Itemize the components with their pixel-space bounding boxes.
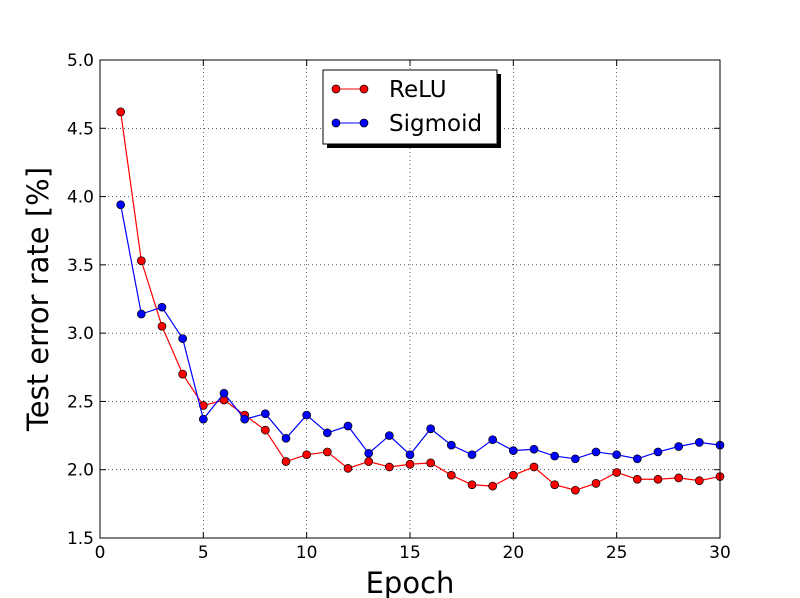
x-tick-label: 5	[198, 543, 209, 563]
y-tick-labels: 1.5 2.0 2.5 3.0 3.5 4.0 4.5 5.0	[67, 51, 94, 549]
x-tick-labels: 0 5 10 15 20 25 30	[95, 543, 731, 563]
y-tick-label: 4.0	[67, 188, 94, 208]
data-point-sigmoid	[198, 414, 208, 424]
data-point-sigmoid	[157, 302, 167, 312]
data-point-relu	[364, 457, 374, 466]
data-point-sigmoid	[612, 450, 622, 460]
data-point-relu	[694, 476, 704, 485]
data-point-sigmoid	[674, 442, 684, 451]
x-tick-label: 30	[709, 543, 731, 563]
x-tick-label: 10	[296, 543, 318, 563]
series-sigmoid	[116, 200, 725, 464]
x-tick-label: 15	[399, 543, 421, 563]
x-tick-label: 20	[503, 543, 525, 563]
data-point-relu	[591, 479, 601, 488]
data-point-relu	[384, 462, 394, 472]
data-point-sigmoid	[178, 334, 188, 343]
data-point-sigmoid	[136, 309, 146, 319]
data-point-relu	[570, 485, 580, 495]
data-point-relu	[343, 463, 353, 473]
data-point-relu	[653, 474, 663, 484]
series-line-relu	[120, 111, 721, 491]
data-point-sigmoid	[508, 446, 518, 455]
data-point-sigmoid	[322, 428, 332, 438]
data-point-relu	[612, 468, 622, 477]
data-point-sigmoid	[343, 421, 353, 431]
legend-marker-sigmoid	[359, 118, 369, 128]
data-point-relu	[488, 481, 498, 491]
legend-entry-sigmoid: Sigmoid	[331, 111, 482, 137]
y-tick-label: 2.5	[67, 392, 94, 412]
legend: ReLU Sigmoid	[322, 69, 501, 148]
data-point-relu	[136, 256, 146, 266]
legend-box	[322, 69, 498, 145]
legend-entry-relu: ReLU	[331, 77, 447, 103]
data-point-sigmoid	[302, 410, 312, 420]
data-point-sigmoid	[653, 447, 663, 457]
legend-marker-relu	[359, 84, 369, 94]
series-relu	[116, 107, 725, 495]
data-point-relu	[157, 321, 167, 331]
legend-label-sigmoid: Sigmoid	[389, 111, 482, 137]
data-point-relu	[322, 447, 332, 457]
data-point-sigmoid	[260, 409, 270, 419]
data-point-sigmoid	[591, 447, 601, 457]
x-tick-label: 25	[606, 543, 628, 563]
legend-marker-sigmoid	[331, 118, 341, 128]
data-point-sigmoid	[405, 450, 415, 460]
data-point-relu	[260, 425, 270, 435]
y-tick-label: 5.0	[67, 51, 94, 71]
y-axis-title: Test error rate [%]	[21, 167, 55, 432]
data-point-sigmoid	[550, 451, 560, 461]
legend-marker-relu	[331, 84, 341, 94]
data-point-relu	[550, 480, 560, 490]
data-point-relu	[281, 457, 291, 466]
data-point-sigmoid	[240, 414, 250, 424]
data-point-sigmoid	[694, 438, 704, 447]
data-point-relu	[467, 480, 477, 490]
data-point-sigmoid	[570, 454, 580, 464]
data-point-relu	[632, 474, 642, 484]
data-point-relu	[426, 458, 436, 468]
data-point-sigmoid	[446, 440, 456, 450]
data-point-sigmoid	[219, 388, 229, 398]
data-point-relu	[674, 473, 684, 483]
legend-label-relu: ReLU	[389, 77, 447, 103]
data-point-sigmoid	[529, 444, 539, 454]
y-tick-label: 2.0	[67, 461, 94, 481]
y-tick-label: 3.5	[67, 256, 94, 276]
data-point-relu	[508, 470, 518, 480]
data-point-relu	[178, 369, 188, 379]
data-point-sigmoid	[426, 424, 436, 434]
data-point-relu	[529, 462, 539, 472]
data-point-sigmoid	[116, 200, 126, 210]
data-point-sigmoid	[488, 435, 498, 445]
y-tick-label: 1.5	[67, 529, 94, 549]
data-point-relu	[302, 450, 312, 460]
data-point-relu	[116, 107, 126, 117]
data-point-sigmoid	[364, 448, 374, 458]
x-axis-title: Epoch	[366, 566, 455, 598]
data-point-sigmoid	[384, 431, 394, 440]
data-point-sigmoid	[467, 450, 477, 460]
x-tick-label: 0	[95, 543, 106, 563]
data-point-sigmoid	[281, 433, 291, 443]
series-layer	[116, 107, 725, 495]
data-point-sigmoid	[632, 454, 642, 464]
tick-marks	[99, 59, 721, 539]
y-tick-label: 4.5	[67, 119, 94, 139]
y-tick-label: 3.0	[67, 324, 94, 344]
series-line-sigmoid	[120, 204, 721, 460]
data-point-relu	[446, 470, 456, 480]
data-point-relu	[405, 459, 415, 469]
